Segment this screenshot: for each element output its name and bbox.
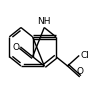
Text: O: O (77, 67, 84, 76)
Text: Cl: Cl (80, 51, 89, 60)
Text: NH: NH (38, 17, 51, 26)
Text: O: O (13, 43, 20, 52)
